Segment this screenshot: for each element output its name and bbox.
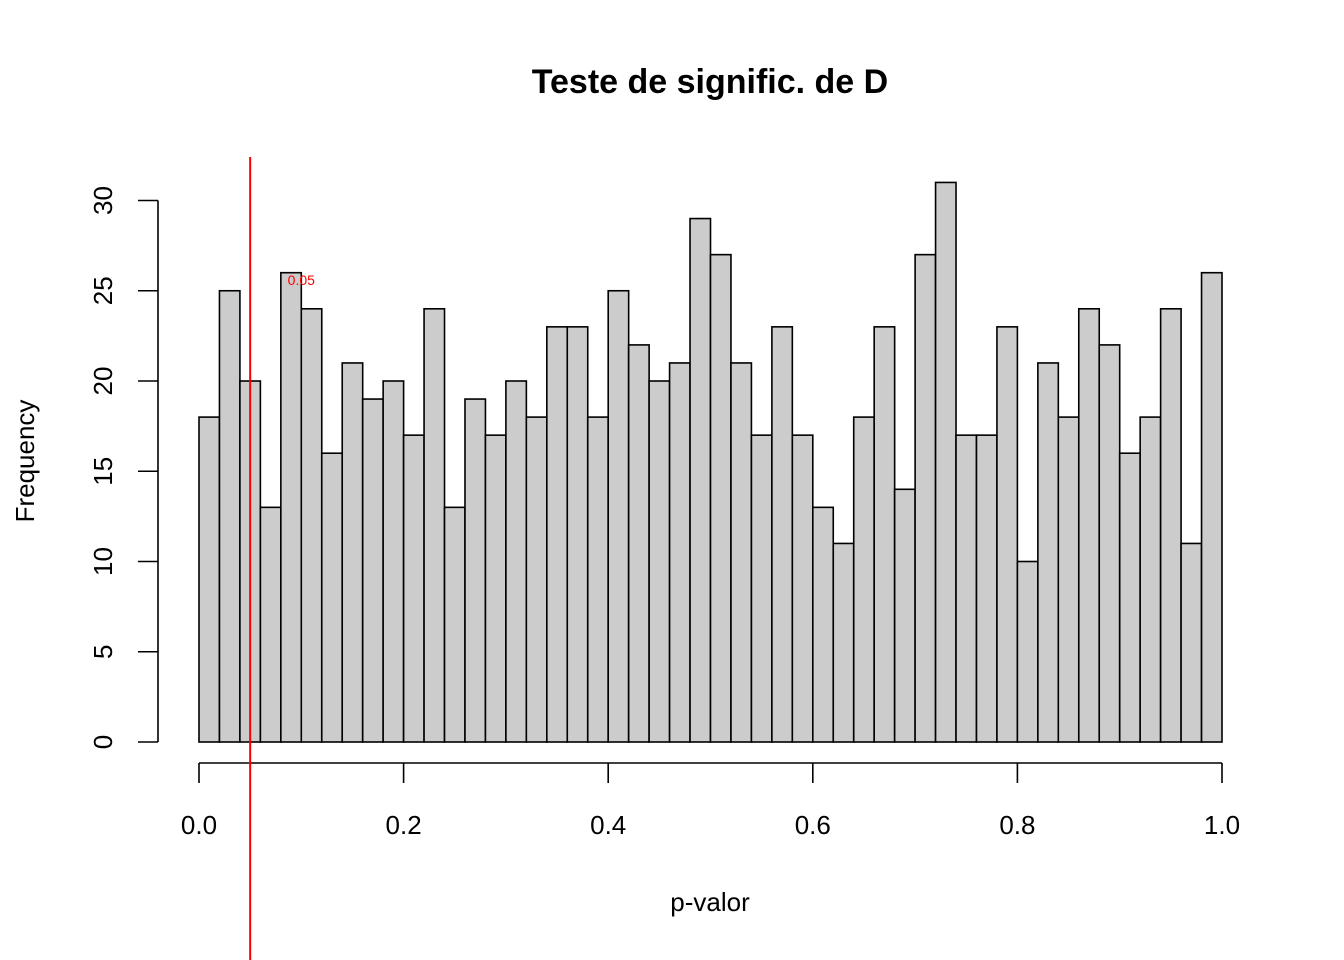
y-tick-label: 30 — [88, 186, 118, 215]
histogram-bar — [402, 434, 425, 743]
y-tick-label: 10 — [88, 547, 118, 576]
x-axis-label: p-valor — [670, 887, 750, 917]
histogram-bar — [914, 253, 937, 743]
bars-group — [198, 181, 1223, 743]
histogram-bar — [198, 416, 221, 743]
histogram-bar — [771, 326, 794, 743]
histogram-bar — [934, 181, 957, 743]
histogram-bar — [955, 434, 978, 743]
histogram-bar — [893, 488, 916, 743]
histogram-bar — [546, 326, 569, 743]
histogram-bar — [1077, 307, 1101, 743]
histogram-bar — [525, 416, 548, 743]
histogram-bar — [791, 434, 814, 743]
histogram-bar — [1016, 560, 1039, 743]
histogram-bar — [423, 307, 446, 743]
histogram-bar — [218, 289, 241, 743]
histogram-bar — [873, 326, 896, 743]
histogram-bar — [607, 289, 630, 743]
histogram-bar — [566, 326, 589, 743]
x-axis: 0.0 0.2 0.4 0.6 0.8 1.0 — [181, 762, 1240, 840]
histogram-bar — [648, 380, 671, 743]
histogram-bar — [668, 362, 691, 743]
histogram-bar — [750, 434, 773, 743]
histogram-bar — [709, 253, 732, 743]
histogram-bar — [382, 380, 405, 743]
y-tick-label: 25 — [88, 276, 118, 305]
histogram-bar — [320, 452, 344, 743]
x-tick-label: 0.0 — [181, 810, 217, 840]
histogram-bar — [811, 506, 835, 743]
histogram-bar — [300, 307, 323, 743]
histogram-bar — [1180, 542, 1203, 743]
x-tick-label: 0.2 — [386, 810, 422, 840]
histogram-bar — [730, 362, 753, 743]
histogram-bar — [586, 416, 609, 743]
x-tick-label: 0.8 — [999, 810, 1035, 840]
histogram-bar — [1159, 307, 1182, 743]
reference-line-group: 0.05 — [249, 157, 315, 960]
histogram-bar — [832, 542, 855, 743]
histogram-bar — [852, 416, 875, 743]
histogram-bar — [1037, 362, 1060, 743]
histogram-bar — [689, 217, 712, 743]
x-tick-label: 0.6 — [795, 810, 831, 840]
histogram-bar — [627, 344, 650, 743]
histogram-bar — [505, 380, 528, 743]
y-tick-label: 5 — [88, 645, 118, 659]
histogram-bar — [975, 434, 998, 743]
histogram-bar — [341, 362, 364, 743]
histogram-bar — [259, 506, 282, 743]
y-axis: 0 5 10 15 20 25 30 — [88, 186, 159, 749]
reference-line-label: 0.05 — [288, 272, 315, 288]
chart-title: Teste de signific. de D — [532, 63, 888, 101]
histogram-bar — [464, 398, 487, 743]
histogram-bar — [1139, 416, 1162, 743]
histogram-bar — [280, 271, 303, 743]
y-tick-label: 15 — [88, 457, 118, 486]
x-tick-label: 0.4 — [590, 810, 626, 840]
histogram-bar — [1098, 344, 1121, 743]
x-tick-label: 1.0 — [1204, 810, 1240, 840]
y-tick-label: 0 — [88, 735, 118, 749]
histogram-bar — [484, 434, 507, 743]
y-axis-label: Frequency — [10, 400, 40, 523]
histogram-bar — [443, 506, 466, 743]
histogram-bar — [1200, 271, 1223, 743]
histogram-bar — [1118, 452, 1141, 743]
histogram-bar — [1057, 416, 1080, 743]
y-tick-label: 20 — [88, 367, 118, 396]
histogram-bar — [996, 326, 1019, 743]
histogram-bar — [361, 398, 384, 743]
